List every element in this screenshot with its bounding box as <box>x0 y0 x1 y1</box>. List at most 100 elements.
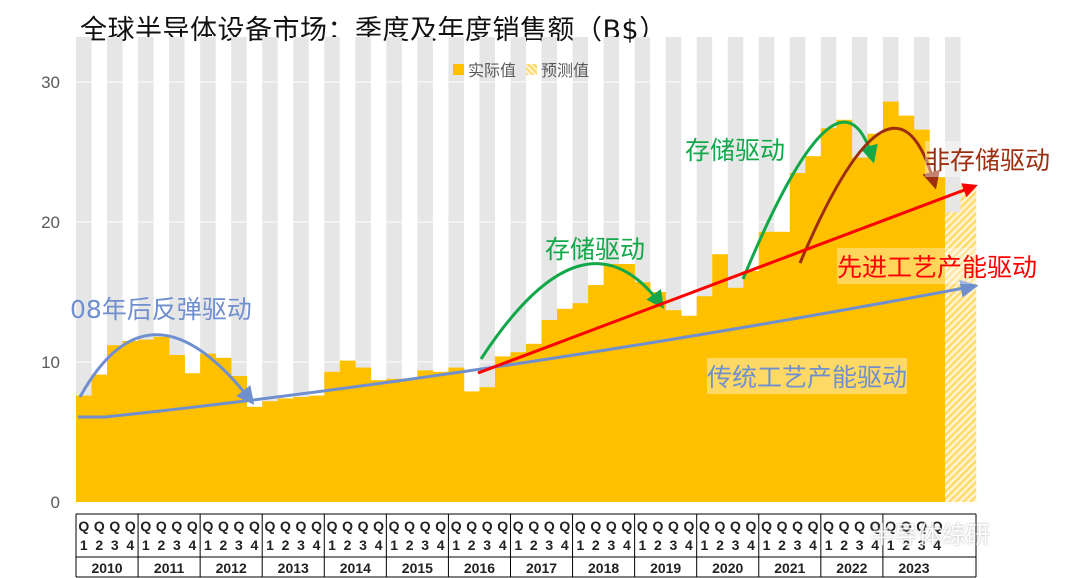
quarter-label: 2 <box>716 537 724 553</box>
quarter-label: Q <box>652 518 663 534</box>
rebound-arc-arrow <box>78 333 255 405</box>
actual-bar <box>929 177 946 502</box>
quarter-label: 1 <box>887 537 895 553</box>
quarter-label: Q <box>125 518 136 534</box>
actual-bar <box>417 370 434 502</box>
quarter-label: 2 <box>406 537 414 553</box>
quarter-label: 4 <box>809 537 817 553</box>
quarter-label: Q <box>637 518 648 534</box>
quarter-label: 4 <box>375 537 383 553</box>
quarter-label: Q <box>621 518 632 534</box>
actual-bar <box>262 401 279 502</box>
actual-bar <box>91 374 108 502</box>
quarter-label: 2 <box>530 537 538 553</box>
actual-bar <box>107 345 123 502</box>
year-label: 2021 <box>774 560 805 576</box>
quarter-label: Q <box>373 518 384 534</box>
year-label: 2017 <box>526 560 557 576</box>
quarter-label: Q <box>513 518 524 534</box>
quarter-label: 4 <box>188 537 196 553</box>
quarter-label: 4 <box>747 537 755 553</box>
quarter-label: 3 <box>856 537 864 553</box>
annotation-storage-1: 存储驱动 <box>545 235 646 264</box>
quarter-label: Q <box>497 518 508 534</box>
actual-bar <box>650 292 666 502</box>
annotation-non-storage: 非存储驱动 <box>925 141 1051 177</box>
actual-bar <box>820 128 837 502</box>
actual-bar <box>494 356 511 502</box>
quarter-label: Q <box>109 518 120 534</box>
quarter-label: Q <box>358 518 369 534</box>
y-tick-label: 30 <box>41 73 60 92</box>
quarter-label: Q <box>839 518 850 534</box>
quarter-label: Q <box>156 518 167 534</box>
actual-bar <box>789 173 806 502</box>
quarter-label: 3 <box>918 537 926 553</box>
quarter-label: 4 <box>685 537 693 553</box>
quarter-label: 1 <box>266 537 274 553</box>
forecast-bar <box>944 212 961 502</box>
year-label: 2015 <box>402 560 433 576</box>
quarter-label: 1 <box>638 537 646 553</box>
quarter-label: Q <box>249 518 260 534</box>
actual-bar <box>386 378 403 502</box>
actual-bar <box>681 315 697 502</box>
actual-bar <box>727 287 744 502</box>
quarter-label: Q <box>327 518 338 534</box>
actual-bar <box>805 156 822 502</box>
quarter-label: 3 <box>545 537 553 553</box>
quarter-label: 3 <box>235 537 243 553</box>
quarter-label: 2 <box>902 537 910 553</box>
actual-bar <box>479 387 496 502</box>
actual-bar <box>215 357 232 502</box>
actual-bar <box>432 371 449 502</box>
actual-bar <box>867 133 884 503</box>
quarter-label: Q <box>544 518 555 534</box>
quarter-label: Q <box>342 518 353 534</box>
year-label: 2023 <box>898 560 929 576</box>
annotation-rebound: 08年后反弹驱动 <box>70 295 252 324</box>
actual-bar <box>355 367 372 502</box>
quarter-label: 1 <box>328 537 336 553</box>
quarter-label: Q <box>590 518 601 534</box>
actual-bar <box>122 341 139 502</box>
actual-bar <box>293 397 310 502</box>
quarter-label: 4 <box>623 537 631 553</box>
quarter-label: Q <box>94 518 105 534</box>
legend-swatch-actual <box>453 63 464 75</box>
quarter-label: Q <box>482 518 493 534</box>
actual-bar <box>463 391 480 502</box>
quarter-label: Q <box>78 518 89 534</box>
background-band <box>479 37 495 502</box>
y-tick-label: 20 <box>41 213 60 232</box>
quarter-label: Q <box>683 518 694 534</box>
quarter-label: 3 <box>173 537 181 553</box>
quarter-label: 2 <box>468 537 476 553</box>
traditional-trend-arrow <box>78 279 979 419</box>
quarter-label: 3 <box>111 537 119 553</box>
year-label: 2010 <box>91 560 122 576</box>
annotation-storage-2: 存储驱动 <box>685 136 786 165</box>
actual-bar <box>588 285 604 502</box>
quarter-label: 4 <box>561 537 569 553</box>
year-label: 2020 <box>712 560 743 576</box>
quarter-label: Q <box>171 518 182 534</box>
actual-bar <box>541 320 558 502</box>
year-label: 2012 <box>216 560 247 576</box>
actual-bar <box>308 395 325 502</box>
quarter-label: 1 <box>80 537 88 553</box>
background-band <box>262 37 278 502</box>
year-label: 2018 <box>588 560 619 576</box>
actual-bar <box>76 395 92 502</box>
quarter-label: 1 <box>390 537 398 553</box>
quarter-label: 1 <box>514 537 522 553</box>
y-tick-label: 0 <box>51 493 60 512</box>
quarter-label: Q <box>808 518 819 534</box>
actual-bar <box>743 271 760 502</box>
quarter-label: Q <box>575 518 586 534</box>
actual-bar <box>401 378 418 502</box>
quarter-label: Q <box>559 518 570 534</box>
background-band <box>293 37 309 502</box>
quarter-label: Q <box>792 518 803 534</box>
